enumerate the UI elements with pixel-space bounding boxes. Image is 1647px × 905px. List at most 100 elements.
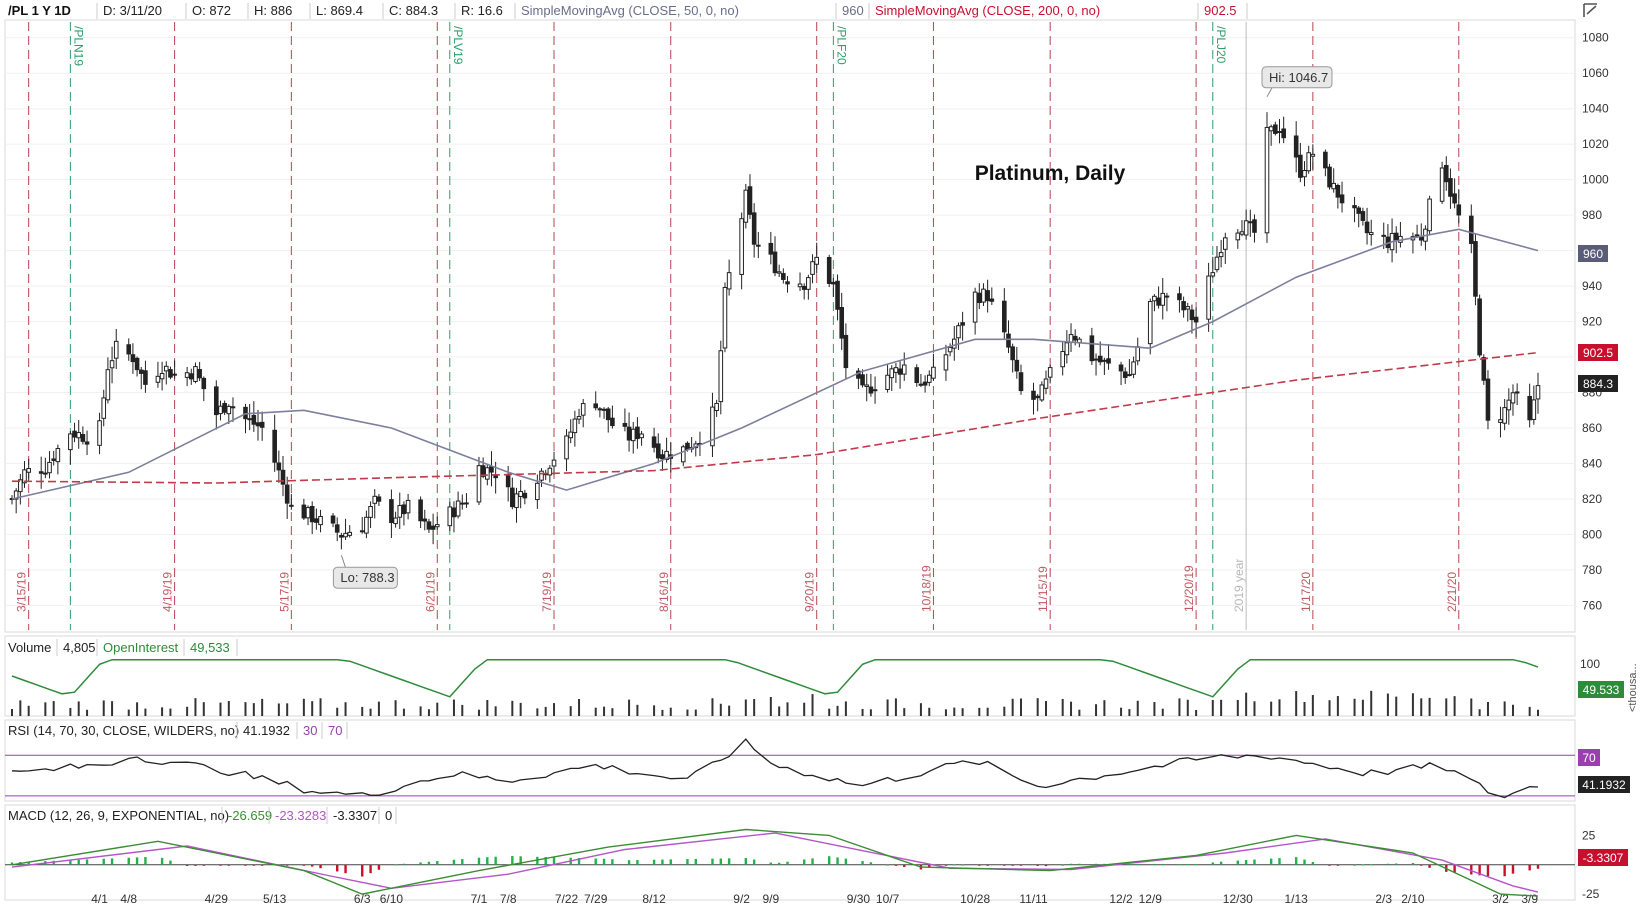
candle [343,518,348,541]
volume-label: Volume [8,640,51,655]
candle [1364,207,1370,245]
expiration-label: 7/19/19 [540,572,554,612]
candle [455,491,461,519]
time-tick-label: 7/1 [471,892,488,905]
low-label: Lo: 788.3 [340,570,394,585]
candle [430,513,436,545]
macd-histogram-bar [1303,859,1306,865]
volume-bar [286,703,289,716]
rsi-70-badge [1578,749,1600,766]
volume-bar [461,704,464,716]
candle [751,203,757,258]
expiration-label: 12/20/19 [1182,565,1196,612]
sma200-value: 902.5 [1204,3,1237,18]
candle [1273,121,1278,136]
candle [226,404,232,424]
volume-bar [244,702,247,716]
macd-histogram-bar [711,858,714,865]
candle [1193,307,1199,337]
volume-bar [1253,701,1256,716]
candle [1089,327,1095,365]
time-tick-label: 12/2 [1109,892,1133,905]
expiration-label: 5/17/19 [277,572,291,612]
candle [301,498,307,521]
candle [535,474,540,509]
candle [72,422,77,443]
rsi-value: 41.1932 [243,723,290,738]
candle [868,373,874,397]
volume-bar [669,707,672,716]
volume-bar [944,709,947,716]
candle [1060,342,1065,376]
candle [1222,232,1228,264]
macd-histogram-bar [744,858,748,865]
candle [1243,209,1249,240]
macd-histogram-bar [836,857,839,865]
candle [1498,406,1503,438]
candle [1018,364,1024,395]
low-label-header: L: 869.4 [316,3,363,18]
sma50-label: SimpleMovingAvg (CLOSE, 50, 0, no) [521,3,739,18]
low-label-box [332,566,398,589]
macd-histogram-bar [1178,863,1181,865]
macd-histogram-bar [1386,863,1390,865]
volume-bar [261,698,264,716]
macd-histogram-bar [1186,863,1189,865]
candle [743,183,749,229]
candle [1414,224,1420,238]
volume-bar [311,701,314,716]
sma50-badge [1578,245,1608,262]
candle [1535,372,1541,414]
candle [956,322,961,350]
volume-bar [978,707,981,716]
volume-axis-tick: 100 [1580,657,1600,671]
macd-histogram-bar [828,856,831,865]
candle [188,368,194,385]
macd-histogram-bar [1078,863,1081,865]
candle [831,277,836,297]
candle [401,501,407,526]
candle [1252,214,1257,243]
macd-histogram-bar [594,858,597,865]
sma50-line [11,228,1539,500]
macd-histogram-bar [135,857,139,865]
candle [1239,220,1245,237]
candle [576,408,582,425]
candle [68,431,73,465]
rsi-overbought-label: 70 [328,723,342,738]
volume-bar [11,708,13,716]
candle [1452,178,1457,209]
candle [872,376,878,404]
volume-bar [569,706,572,716]
macd-panel-background [4,804,1576,901]
volume-bar [903,708,906,716]
price-tick-label: 1040 [1582,102,1609,116]
candle [1093,353,1099,376]
candle [1514,383,1520,406]
macd-histogram-bar [394,864,397,866]
macd-line [11,828,1539,897]
oi-badge-text: 49.533 [1583,683,1620,697]
candle [918,373,924,388]
candle [1477,294,1482,358]
candle [785,276,790,293]
candle [985,279,990,313]
macd-histogram-bar [1253,859,1256,865]
candle [1468,204,1474,254]
macd-value: -26.659 [228,808,272,823]
macd-histogram-bar [627,860,631,865]
candle [284,476,290,519]
sma200-label: SimpleMovingAvg (CLOSE, 200, 0, no) [875,3,1100,18]
candle [1035,394,1040,412]
volume-bar [369,708,372,716]
volume-bar [1370,690,1373,716]
candle [1031,382,1036,415]
macd-histogram-bar [252,864,256,866]
time-tick-label: 9/30 [847,892,871,905]
rsi-label: RSI (14, 70, 30, CLOSE, WILDERS, no) [8,723,239,738]
candle [138,367,144,390]
candle [901,352,907,381]
candle [1293,121,1299,173]
expand-icon[interactable] [1580,0,1602,20]
macd-histogram-bar [1219,861,1223,865]
